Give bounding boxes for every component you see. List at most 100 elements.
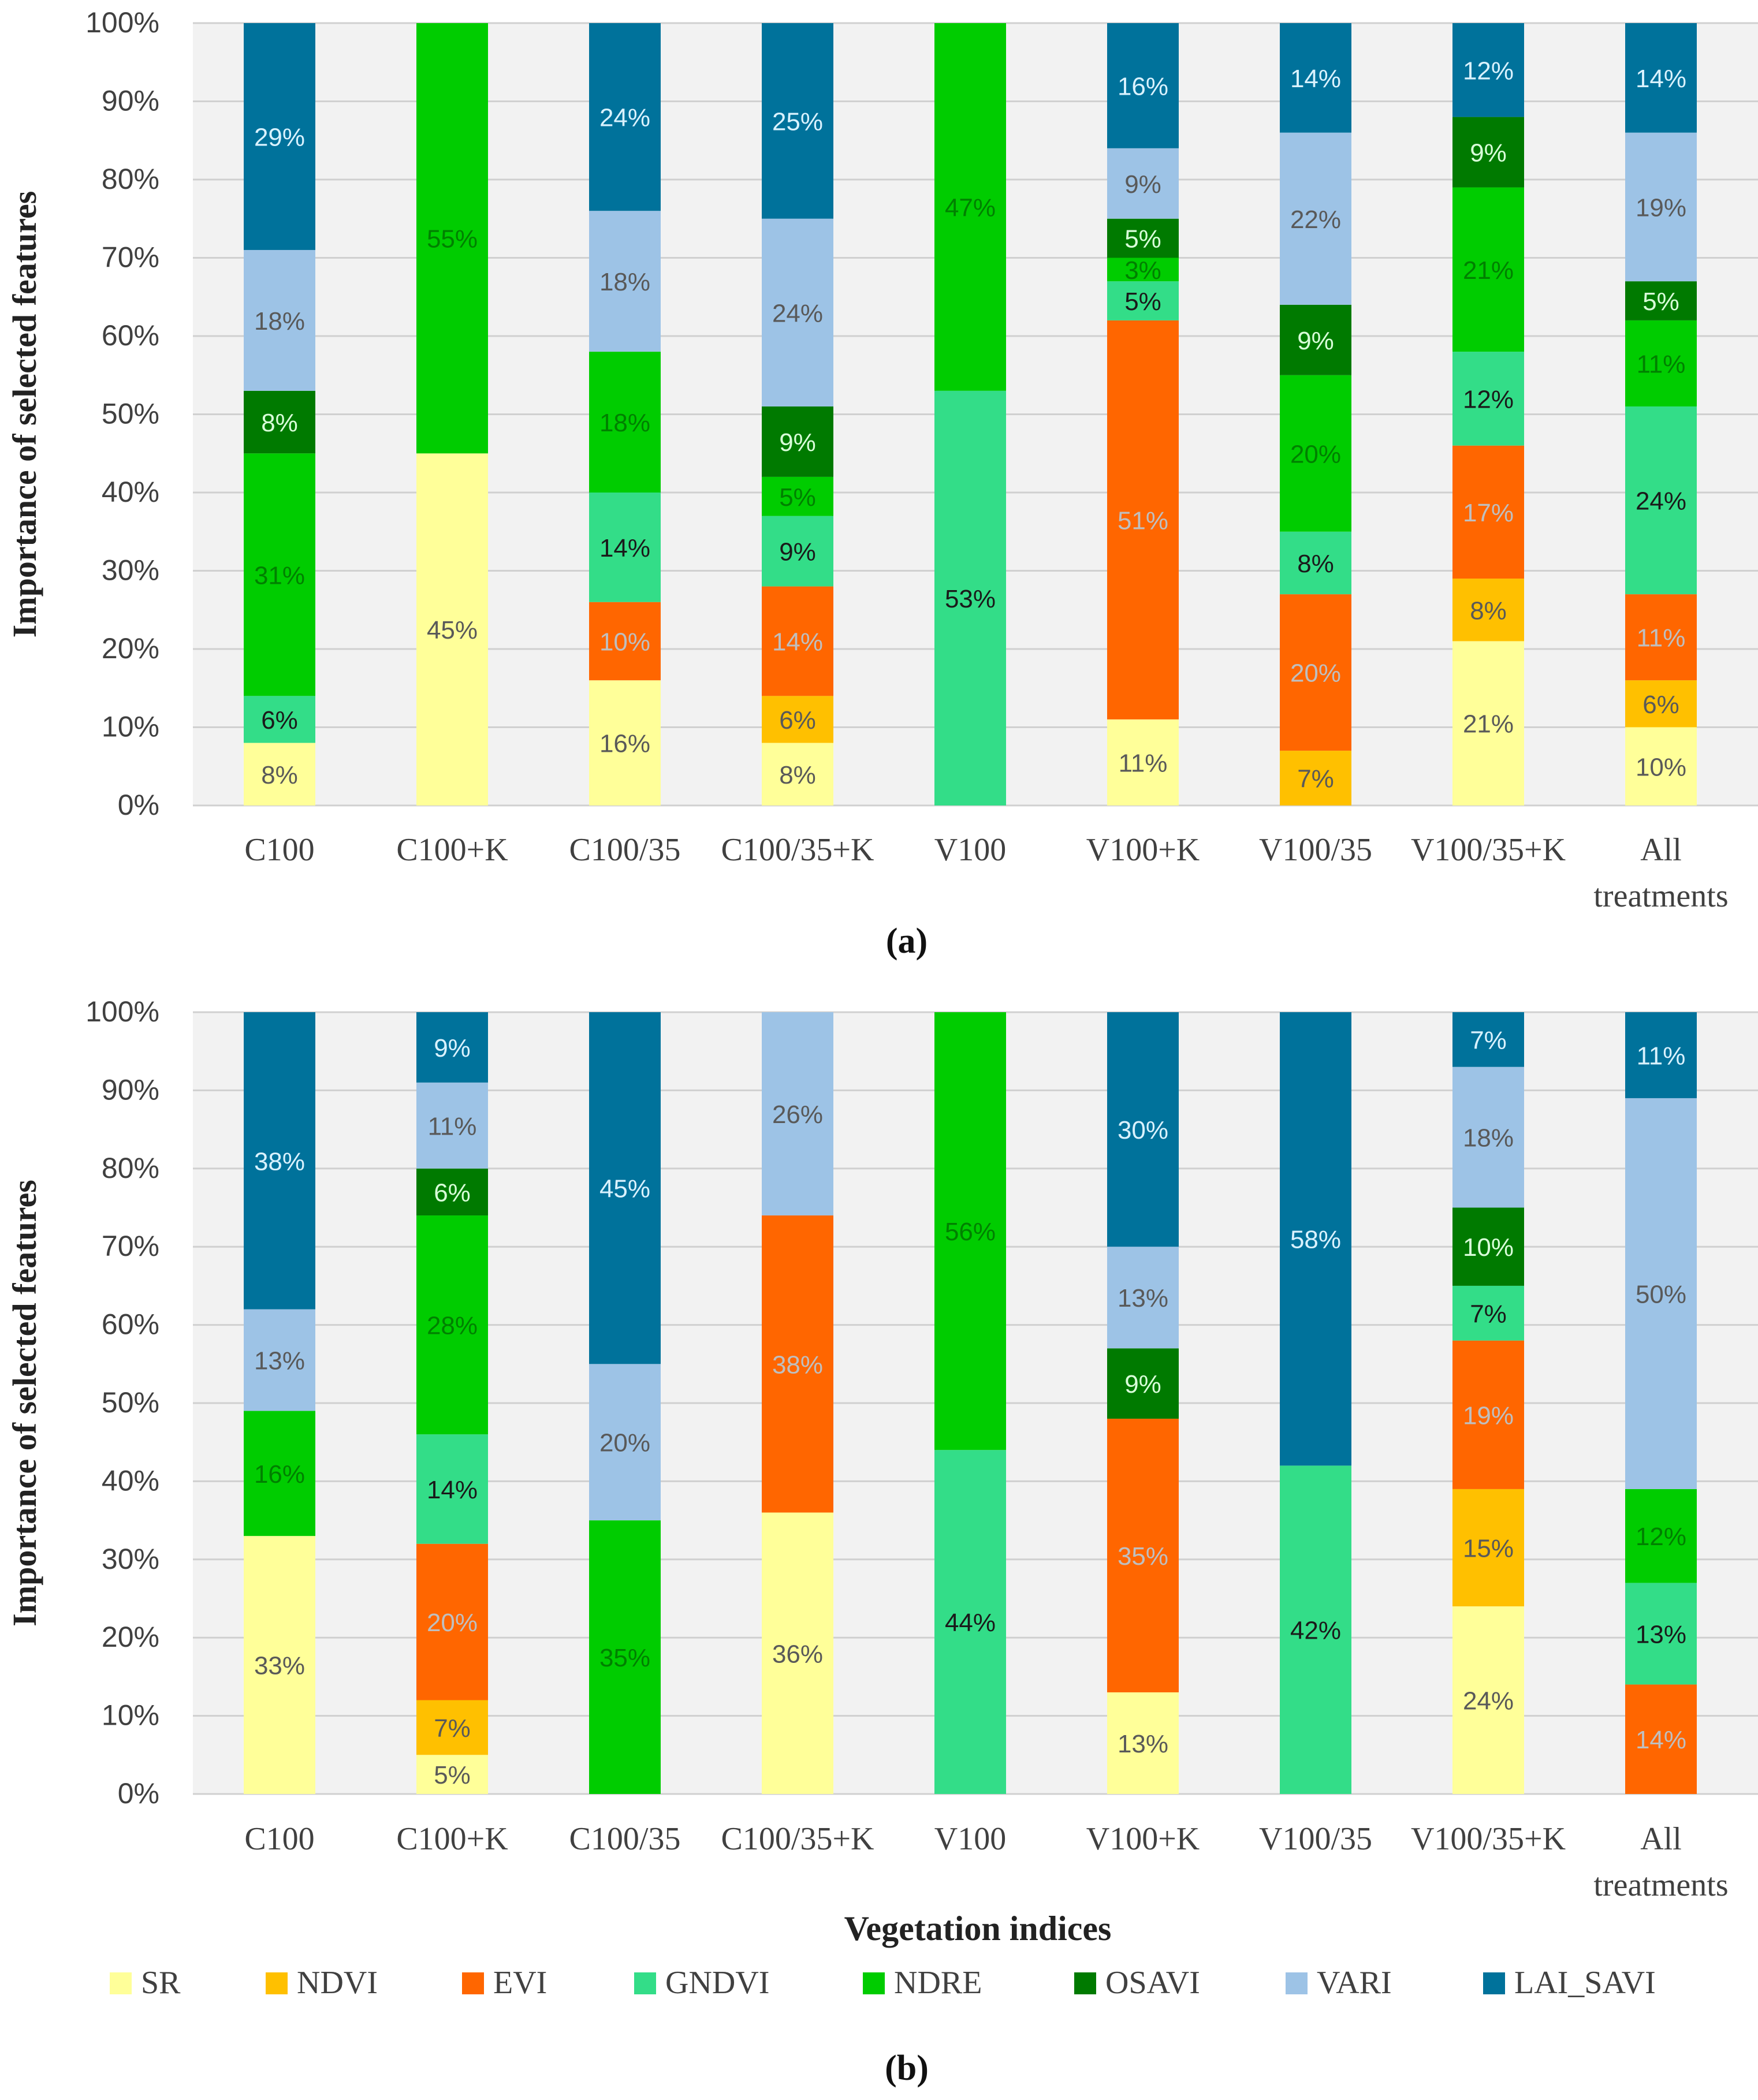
bar-segment-evi-v100-35 [1280,594,1351,751]
bar-segment-sr-v100-35-k [1452,1606,1524,1794]
data-label-evi-c100-35-k: 38% [772,1351,823,1379]
x-tick-label: V100+K [1086,1821,1200,1857]
data-label-evi-c100-35: 10% [599,628,650,656]
data-label-ndre-all-treatments: 12% [1636,1523,1686,1551]
data-label-vari-v100-35-k: 18% [1463,1124,1514,1152]
data-label-lai-savi-all-treatments: 14% [1636,65,1686,93]
panel-label: (a) [886,922,928,961]
data-label-gndvi-v100-35-k: 12% [1463,385,1514,413]
y-tick-label: 10% [102,1699,159,1732]
y-tick-label: 70% [102,1230,159,1262]
bar-segment-sr-all-treatments [1625,727,1697,805]
bar-segment-evi-v100-k [1107,320,1179,719]
bar-segment-vari-c100-35 [589,211,661,352]
bar-segment-ndvi-v100-35-k [1452,1489,1524,1607]
bar-segment-lai-savi-v100-k [1107,1012,1179,1247]
data-label-osavi-c100-k: 6% [434,1178,471,1207]
bar-segment-gndvi-v100-35 [1280,1465,1351,1794]
bar-segment-evi-v100-35-k [1452,445,1524,579]
data-label-ndvi-v100-35-k: 8% [1470,596,1507,625]
data-label-ndre-v100-35: 20% [1290,440,1341,468]
bar-segment-ndre-v100 [934,23,1006,391]
data-label-ndvi-c100-35-k: 6% [779,706,816,734]
y-tick-label: 70% [102,241,159,274]
bar-segment-ndre-v100-35 [1280,375,1351,532]
data-label-vari-c100: 13% [254,1347,305,1375]
bar-segment-vari-v100-k [1107,148,1179,219]
legend-label-ndre: NDRE [894,1965,982,2001]
data-label-ndre-c100-k: 28% [427,1312,478,1340]
chart-panel-b: 0% 10% 20% 30% 40% 50% 60% 70% 80% 90% 100% Importa… [6,995,1758,2088]
x-tick-label: V100+K [1086,832,1200,868]
data-label-lai-savi-all-treatments: 11% [1637,1042,1686,1070]
data-label-vari-v100-35: 22% [1290,206,1341,234]
x-tick-label: C100+K [396,1821,508,1857]
bar-segment-vari-v100-k [1107,1247,1179,1349]
bar-segment-sr-c100-35 [589,680,661,805]
legend-swatch-lai-savi [1483,1972,1505,1994]
data-label-lai-savi-v100-35: 58% [1290,1226,1341,1254]
data-label-ndre-v100: 56% [945,1218,996,1246]
legend-label-evi: EVI [493,1965,547,2001]
data-label-sr-c100-k: 45% [427,616,478,644]
data-label-ndre-c100-k: 55% [427,225,478,253]
data-label-evi-v100-35-k: 19% [1463,1401,1514,1430]
data-label-vari-c100-k: 11% [428,1112,477,1140]
bar-segment-gndvi-c100 [244,696,315,743]
x-tick-label: V100/35+K [1411,832,1566,868]
bar-segment-osavi-v100-35-k [1452,1207,1524,1286]
y-tick-label: 80% [102,163,159,195]
y-tick-label: 60% [102,319,159,352]
bar-segment-osavi-v100-35-k [1452,117,1524,188]
x-tick-label: V100 [934,832,1006,868]
data-label-ndvi-all-treatments: 6% [1642,691,1679,719]
data-label-sr-v100-k: 11% [1119,749,1168,777]
y-tick-label: 20% [102,1621,159,1653]
data-label-ndre-c100-35: 35% [599,1644,650,1672]
data-label-evi-v100-35: 20% [1290,659,1341,688]
x-tick-label: V100/35+K [1411,1821,1566,1857]
x-tick-label: C100/35+K [721,1821,874,1857]
data-label-vari-c100-35-k: 24% [772,299,823,327]
data-label-evi-v100-35-k: 17% [1463,499,1514,527]
data-label-evi-c100-k: 20% [427,1609,478,1637]
bar-segment-gndvi-v100 [934,390,1006,805]
data-label-ndvi-c100-k: 7% [434,1714,471,1743]
bar-segment-gndvi-all-treatments [1625,1583,1697,1685]
data-label-osavi-v100-35-k: 9% [1470,139,1507,167]
bar-segment-lai-savi-v100-35 [1280,23,1351,133]
data-label-lai-savi-v100-35-k: 7% [1470,1026,1507,1054]
legend-label-gndvi: GNDVI [665,1965,769,2001]
data-label-vari-c100: 18% [254,307,305,335]
bar-segment-lai-savi-c100-35-k [762,23,833,219]
x-tick-label: C100/35 [569,1821,681,1857]
bar-segment-ndre-c100 [244,453,315,696]
bar-segment-vari-c100-35 [589,1364,661,1521]
data-label-evi-all-treatments: 11% [1637,624,1686,652]
data-label-ndre-v100-35-k: 21% [1463,256,1514,285]
data-label-vari-c100-35: 18% [599,268,650,296]
data-label-gndvi-all-treatments: 13% [1636,1620,1686,1648]
bar-segment-osavi-c100-35-k [762,406,833,477]
data-label-gndvi-all-treatments: 24% [1636,487,1686,516]
bar-segment-osavi-v100-35 [1280,304,1351,375]
data-label-ndre-c100-35-k: 5% [779,483,816,512]
bar-segment-evi-v100-35-k [1452,1340,1524,1489]
bar-segment-ndre-c100-k [416,1215,488,1435]
bar-segment-ndre-all-treatments [1625,320,1697,406]
x-tick-label: V100 [934,1821,1006,1857]
bar-segment-lai-savi-c100-35 [589,1012,661,1364]
data-label-ndvi-v100-35: 7% [1297,765,1334,793]
chart-panel-a: 0% 10% 20% 30% 40% 50% 60% 70% 80% 90% 100% Importa… [6,6,1758,961]
bar-segment-ndvi-all-treatments [1625,680,1697,728]
bar-segment-osavi-c100-k [416,1168,488,1216]
bar-segment-sr-v100-35-k [1452,641,1524,805]
y-tick-label: 100% [85,6,159,39]
bar-segment-lai-savi-v100-k [1107,23,1179,148]
legend-label-sr: SR [141,1965,181,2001]
data-label-osavi-c100: 8% [261,409,298,437]
bar-segment-gndvi-v100-35-k [1452,352,1524,446]
bar-segment-evi-all-treatments [1625,1684,1697,1794]
bar-segment-ndre-v100-k [1107,258,1179,282]
data-label-evi-all-treatments: 14% [1636,1726,1686,1754]
